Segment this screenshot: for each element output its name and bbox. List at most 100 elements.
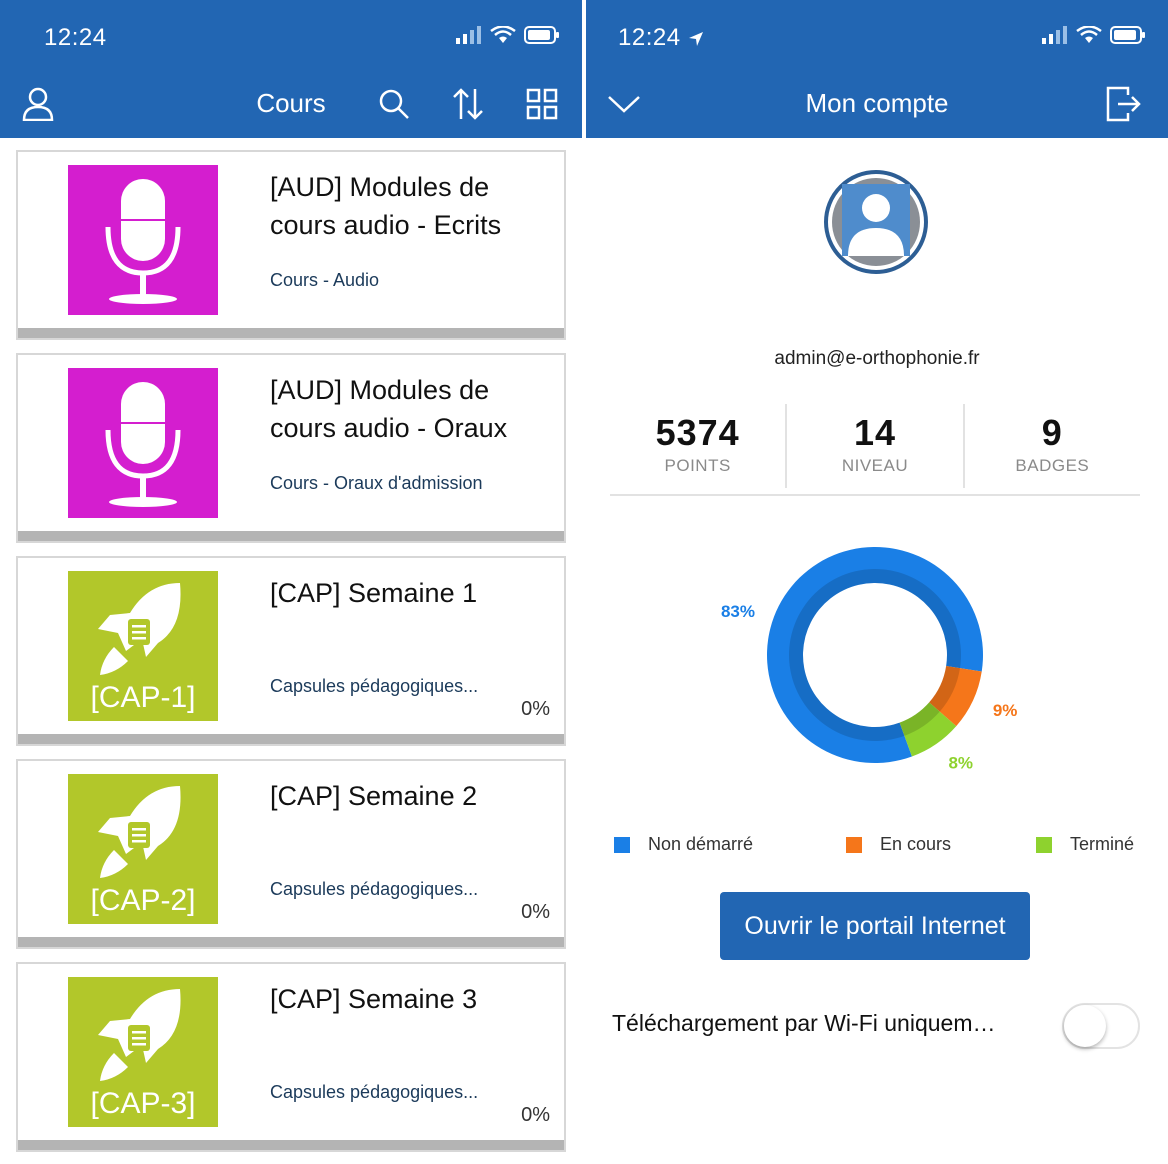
donut-slice-label: 83% xyxy=(721,602,755,621)
course-card[interactable]: [AUD] Modules de cours audio - Oraux Cou… xyxy=(16,353,566,543)
course-thumbnail xyxy=(68,165,218,315)
course-title: [CAP] Semaine 3 xyxy=(270,984,478,1014)
rocket-icon xyxy=(98,583,181,675)
course-subtitle: Cours - Oraux d'admission xyxy=(270,473,483,493)
legend-swatch xyxy=(846,836,862,853)
course-progress-bar xyxy=(18,328,564,338)
wifi-icon xyxy=(1076,26,1102,43)
course-progress-text: 0% xyxy=(521,1104,550,1126)
status-time-text: 12:24 xyxy=(618,24,681,51)
course-card[interactable]: [CAP-1] [CAP] Semaine 1 Capsules pédagog… xyxy=(16,556,566,746)
status-icons xyxy=(1042,26,1146,44)
stat-value: 14 xyxy=(853,412,897,453)
course-progress-text: 0% xyxy=(521,901,550,923)
donut-slice-shade xyxy=(929,666,960,712)
course-card[interactable]: [CAP-3] [CAP] Semaine 3 Capsules pédagog… xyxy=(16,962,566,1152)
course-progress-text: 0% xyxy=(521,698,550,720)
progress-donut-chart: 83% 9% 8% xyxy=(721,547,1018,772)
page-title: Mon compte xyxy=(805,88,949,118)
account-screen: 12:24 Mon compte admin@e-o xyxy=(586,0,1168,1164)
sort-button[interactable] xyxy=(448,84,488,124)
course-code: [CAP-1] xyxy=(90,681,196,714)
course-title: [AUD] Modules de cours audio - Ecrits xyxy=(270,172,502,240)
battery-icon xyxy=(1110,26,1145,44)
courses-screen: 12:24 Cours [AUD xyxy=(0,0,582,1164)
legend-swatch xyxy=(1036,836,1052,853)
stat-value: 9 xyxy=(1041,412,1063,453)
signal-icon xyxy=(456,26,481,44)
stats-row: 5374 POINTS 14 NIVEAU 9 BADGES xyxy=(610,404,1140,496)
top-bar: 12:24 Cours xyxy=(0,0,582,138)
sort-icon xyxy=(453,88,483,120)
donut-slice-label: 8% xyxy=(948,753,973,772)
user-email: admin@e-orthophonie.fr xyxy=(774,348,980,369)
donut-slice xyxy=(929,666,982,727)
donut-slice-label: 9% xyxy=(993,701,1018,720)
stat-value: 5374 xyxy=(655,412,740,453)
legend-label: En cours xyxy=(880,834,952,854)
course-code: [CAP-3] xyxy=(90,1087,196,1120)
stat-label: BADGES xyxy=(1015,456,1090,475)
course-progress-bar xyxy=(18,1140,564,1150)
legend-item-in-progress: En cours xyxy=(846,834,951,855)
wifi-icon xyxy=(490,26,516,43)
rocket-icon xyxy=(98,989,181,1081)
donut-slice xyxy=(899,702,957,757)
stat-badges: 9 BADGES xyxy=(965,404,1140,488)
course-thumbnail xyxy=(68,368,218,518)
donut-slice xyxy=(767,547,983,763)
course-progress-bar xyxy=(18,937,564,947)
rocket-icon xyxy=(98,786,181,878)
legend-label: Terminé xyxy=(1070,834,1135,854)
profile-button[interactable] xyxy=(18,84,58,124)
chevron-down-icon xyxy=(608,96,640,113)
course-subtitle: Capsules pédagogiques... xyxy=(270,1082,479,1102)
course-progress-bar xyxy=(18,734,564,744)
grid-view-button[interactable] xyxy=(522,84,562,124)
user-icon xyxy=(22,87,54,121)
status-icons xyxy=(456,26,560,44)
course-title: [CAP] Semaine 2 xyxy=(270,781,478,811)
legend-item-completed: Terminé xyxy=(1036,834,1134,855)
logout-button[interactable] xyxy=(1104,84,1144,124)
status-time: 12:24 xyxy=(44,24,107,51)
microphone-icon xyxy=(105,179,181,304)
avatar[interactable] xyxy=(824,170,928,274)
open-portal-button[interactable]: Ouvrir le portail Internet xyxy=(720,892,1030,960)
top-bar: 12:24 Mon compte xyxy=(586,0,1168,138)
location-arrow-icon xyxy=(688,31,703,46)
collapse-button[interactable] xyxy=(604,84,644,124)
stat-points: 5374 POINTS xyxy=(610,404,788,488)
course-code: [CAP-2] xyxy=(90,884,196,917)
donut-slice-shade xyxy=(899,702,940,736)
search-icon xyxy=(379,89,409,119)
battery-icon xyxy=(524,26,559,44)
stat-label: NIVEAU xyxy=(841,456,909,475)
grid-icon xyxy=(526,88,558,120)
user-avatar-icon xyxy=(824,170,928,274)
course-card[interactable]: [AUD] Modules de cours audio - Ecrits Co… xyxy=(16,150,566,340)
wifi-only-toggle[interactable] xyxy=(1062,1003,1140,1049)
stat-level: 14 NIVEAU xyxy=(787,404,965,488)
screen-divider xyxy=(582,0,586,1164)
course-card[interactable]: [CAP-2] [CAP] Semaine 2 Capsules pédagog… xyxy=(16,759,566,949)
course-title: [AUD] Modules de cours audio - Oraux xyxy=(270,375,508,443)
search-button[interactable] xyxy=(374,84,414,124)
page-title: Cours xyxy=(256,88,326,118)
course-subtitle: Cours - Audio xyxy=(270,270,380,290)
course-title: [CAP] Semaine 1 xyxy=(270,578,478,608)
course-thumbnail: [CAP-1] xyxy=(68,571,218,721)
course-thumbnail: [CAP-2] xyxy=(68,774,218,924)
toggle-knob xyxy=(1064,1005,1106,1047)
course-subtitle: Capsules pédagogiques... xyxy=(270,676,479,696)
course-subtitle: Capsules pédagogiques... xyxy=(270,879,479,899)
course-progress-bar xyxy=(18,531,564,541)
course-thumbnail: [CAP-3] xyxy=(68,977,218,1127)
signal-icon xyxy=(1042,26,1067,44)
status-time: 12:24 xyxy=(618,24,704,52)
logout-icon xyxy=(1106,86,1141,122)
legend-swatch xyxy=(614,836,630,853)
legend-label: Non démarré xyxy=(648,834,754,854)
legend-item-not-started: Non démarré xyxy=(614,834,753,855)
stat-label: POINTS xyxy=(664,456,731,475)
